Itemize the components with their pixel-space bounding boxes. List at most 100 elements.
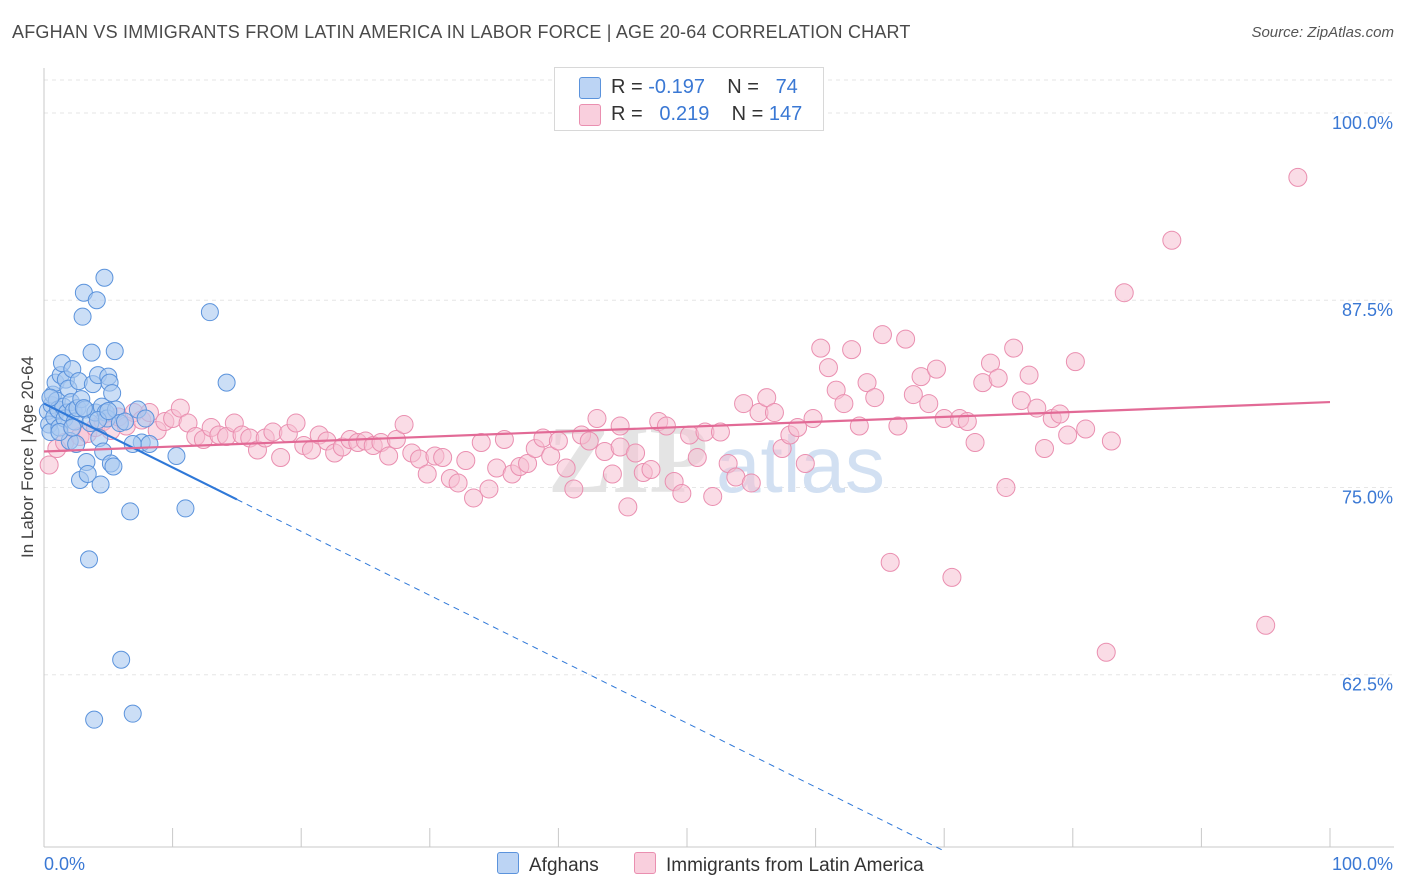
- latin-america-point: [1076, 419, 1096, 439]
- latin-america-point: [417, 464, 437, 484]
- afghan-point: [200, 303, 219, 322]
- latin-america-point: [988, 368, 1008, 388]
- latin-america-point: [386, 430, 406, 450]
- bottom-legend-latin-america: Immigrants from Latin America: [634, 852, 924, 877]
- bottom-legend-swatch-pink: [634, 852, 656, 874]
- n-value: 147: [768, 103, 803, 125]
- y-axis-label: In Labor Force | Age 20-64: [18, 356, 37, 558]
- latin-america-point: [710, 422, 730, 442]
- latin-america-point: [1096, 642, 1116, 662]
- y-tick-label: 87.5%: [1342, 300, 1393, 320]
- latin-america-point: [641, 459, 661, 479]
- latin-america-point: [741, 473, 761, 493]
- latin-america-point: [811, 338, 831, 358]
- bottom-legend-afghans: Afghans: [497, 852, 599, 877]
- latin-america-point: [556, 458, 576, 478]
- latin-america-point: [1162, 230, 1182, 250]
- source-label: Source: ZipAtlas.com: [1251, 24, 1394, 41]
- n-label: N =: [727, 76, 759, 98]
- afghan-point: [104, 457, 123, 476]
- latin-america-point: [1114, 283, 1134, 303]
- y-tick-label: 75.0%: [1342, 487, 1393, 507]
- afghan-point: [73, 307, 92, 326]
- latin-america-point: [1004, 338, 1024, 358]
- latin-america-point: [687, 448, 707, 467]
- afghan-point: [121, 502, 140, 521]
- y-tick-label: 100.0%: [1332, 113, 1393, 133]
- latin-america-point: [587, 409, 607, 429]
- afghan-point: [116, 412, 135, 431]
- latin-america-point: [379, 446, 399, 466]
- afghan-point: [95, 268, 114, 287]
- latin-america-point: [1035, 439, 1055, 459]
- afghan-point: [217, 373, 236, 392]
- r-value: -0.197: [648, 76, 705, 98]
- r-label: R =: [611, 76, 643, 98]
- latin-america-point: [965, 433, 985, 453]
- latin-america-point: [795, 453, 815, 473]
- latin-america-point: [834, 394, 854, 414]
- afghan-point: [87, 291, 106, 310]
- latin-america-point: [1288, 167, 1308, 187]
- legend-swatch-pink: [579, 104, 601, 126]
- n-label: N =: [731, 103, 764, 125]
- bottom-legend-label-latin-america: Immigrants from Latin America: [666, 855, 924, 876]
- latin-america-points: [39, 167, 1308, 662]
- afghan-point: [103, 384, 122, 403]
- bottom-legend-swatch-blue: [497, 852, 519, 874]
- latin-america-point: [1058, 425, 1078, 445]
- latin-america-point: [888, 416, 908, 436]
- latin-america-point: [757, 388, 777, 408]
- afghan-point: [123, 704, 142, 723]
- afghan-point: [176, 499, 195, 518]
- latin-america-point: [394, 415, 414, 435]
- latin-america-point: [980, 353, 1000, 373]
- latin-america-point: [896, 329, 916, 349]
- latin-america-point: [471, 433, 491, 453]
- latin-america-point: [271, 448, 291, 467]
- afghan-point: [85, 710, 104, 729]
- latin-america-point: [656, 416, 676, 436]
- latin-america-point: [926, 359, 946, 379]
- latin-america-point: [919, 394, 939, 414]
- latin-america-point: [942, 567, 962, 587]
- latin-america-point: [39, 455, 59, 475]
- n-value: 74: [775, 76, 798, 98]
- latin-america-point: [464, 488, 484, 508]
- latin-america-point: [579, 431, 599, 451]
- latin-america-point: [548, 431, 568, 451]
- afghan-point: [99, 402, 118, 421]
- latin-america-point: [433, 448, 453, 467]
- r-label: R =: [611, 103, 643, 125]
- legend-swatch-blue: [579, 77, 601, 99]
- latin-america-point: [911, 367, 931, 387]
- latin-america-point: [857, 373, 877, 393]
- latin-america-point: [880, 552, 900, 572]
- afghan-trend-line: [43, 402, 238, 501]
- x-tick-label-max: 100.0%: [1332, 854, 1393, 874]
- afghan-point: [105, 342, 124, 361]
- tick-labels: 62.5% 75.0% 87.5% 100.0% 0.0% 100.0%: [43, 113, 1393, 874]
- r-value: 0.219: [659, 103, 710, 125]
- latin-america-point: [1065, 352, 1085, 372]
- y-tick-label: 62.5%: [1342, 675, 1393, 695]
- latin-america-point: [456, 450, 476, 470]
- latin-america-point: [518, 453, 538, 473]
- latin-america-point: [610, 416, 630, 436]
- latin-america-point: [734, 394, 754, 414]
- afghan-point: [78, 464, 97, 483]
- latin-america-point: [170, 398, 190, 418]
- latin-america-point: [872, 325, 892, 345]
- afghan-point: [74, 399, 93, 418]
- afghan-point: [167, 447, 186, 466]
- latin-america-point: [865, 388, 885, 408]
- bottom-legend-label-afghans: Afghans: [529, 855, 599, 876]
- afghan-points: [38, 268, 236, 729]
- stats-legend: R = -0.197 N = 74 R = 0.219 N = 147: [554, 67, 824, 131]
- latin-america-point: [1101, 431, 1121, 451]
- latin-america-point: [626, 443, 646, 463]
- latin-america-point: [996, 477, 1016, 497]
- latin-america-point: [1256, 615, 1276, 635]
- latin-america-point: [602, 464, 622, 484]
